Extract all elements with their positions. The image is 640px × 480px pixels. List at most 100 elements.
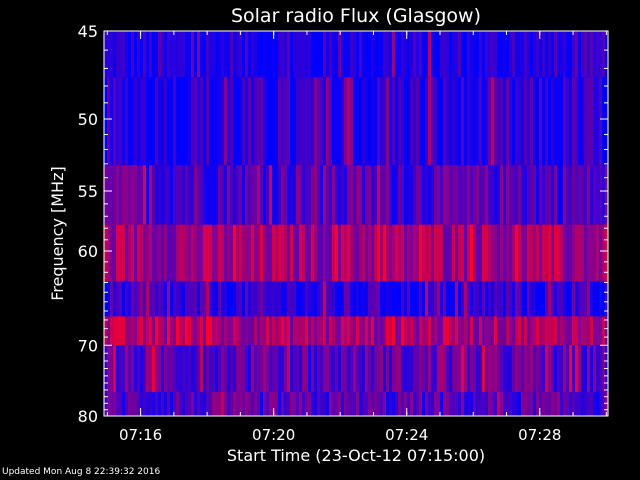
heatmap-cell [320,31,323,78]
heatmap-cell [383,345,386,392]
heatmap-cell [449,31,452,78]
heatmap-cell [362,281,365,317]
heatmap-cell [371,165,374,225]
heatmap-cell [515,316,518,346]
heatmap-cell [107,77,110,166]
heatmap-cell [152,316,155,346]
heatmap-cell [386,77,389,166]
heatmap-cell [269,165,272,225]
heatmap-cell [134,77,137,166]
heatmap-cell [284,31,287,78]
heatmap-cell [560,224,563,282]
heatmap-cell [194,77,197,166]
heatmap-cell [278,345,281,392]
heatmap-cell [461,224,464,282]
heatmap-cell [191,224,194,282]
heatmap-cell [494,31,497,78]
heatmap-cell [518,165,521,225]
heatmap-cell [503,165,506,225]
heatmap-cell [122,391,125,416]
heatmap-cell [161,316,164,346]
heatmap-cell [239,316,242,346]
heatmap-cell [458,281,461,317]
heatmap-cell [290,345,293,392]
heatmap-cell [434,31,437,78]
heatmap-cell [266,165,269,225]
heatmap-cell [113,165,116,225]
heatmap-cell [311,391,314,416]
heatmap-cell [536,224,539,282]
heatmap-cell [326,224,329,282]
heatmap-cell [536,345,539,392]
heatmap-cell [305,165,308,225]
heatmap-cell [470,345,473,392]
heatmap-cell [191,316,194,346]
heatmap-cell [521,31,524,78]
heatmap-cell [557,345,560,392]
heatmap-cell [386,224,389,282]
heatmap-cell [245,31,248,78]
heatmap-cell [389,316,392,346]
heatmap-cell [524,224,527,282]
heatmap-cell [293,77,296,166]
heatmap-cell [161,345,164,392]
heatmap-cell [170,77,173,166]
heatmap-cell [311,281,314,317]
heatmap-cell [215,224,218,282]
heatmap-cell [236,316,239,346]
heatmap-cell [149,391,152,416]
heatmap-cell [176,345,179,392]
heatmap-cell [245,77,248,166]
heatmap-cell [284,316,287,346]
heatmap-cell [560,31,563,78]
heatmap-cell [401,165,404,225]
heatmap-cell [203,165,206,225]
heatmap-cell [554,165,557,225]
heatmap-cell [521,77,524,166]
heatmap-cell [539,391,542,416]
heatmap-cell [326,345,329,392]
heatmap-cell [134,31,137,78]
heatmap-cell [200,345,203,392]
heatmap-cell [317,77,320,166]
heatmap-cell [506,77,509,166]
heatmap-cell [317,31,320,78]
heatmap-cell [548,224,551,282]
heatmap-cell [326,31,329,78]
heatmap-cell [161,165,164,225]
heatmap-cell [125,31,128,78]
heatmap-cell [524,31,527,78]
heatmap-cell [227,31,230,78]
heatmap-cell [407,316,410,346]
heatmap-band [104,165,608,225]
heatmap-cell [563,316,566,346]
heatmap-cell [314,281,317,317]
heatmap-cell [197,165,200,225]
heatmap-cell [452,224,455,282]
heatmap-cell [545,281,548,317]
heatmap-cell [188,391,191,416]
heatmap-cell [590,165,593,225]
heatmap-cell [545,165,548,225]
heatmap-cell [161,31,164,78]
heatmap-cell [473,31,476,78]
heatmap-cell [467,281,470,317]
heatmap-cell [431,31,434,78]
heatmap-cell [236,224,239,282]
heatmap-cell [506,345,509,392]
heatmap-cell [587,316,590,346]
heatmap-cell [524,391,527,416]
heatmap-cell [362,345,365,392]
heatmap-cell [164,391,167,416]
heatmap-cell [203,391,206,416]
heatmap-cell [134,345,137,392]
heatmap-cell [155,31,158,78]
heatmap-cell [293,165,296,225]
heatmap-cell [398,165,401,225]
heatmap-cell [317,316,320,346]
heatmap-cell [512,77,515,166]
heatmap-cell [230,31,233,78]
y-tick-label: 50 [78,110,98,129]
heatmap-cell [407,31,410,78]
heatmap-cell [401,316,404,346]
